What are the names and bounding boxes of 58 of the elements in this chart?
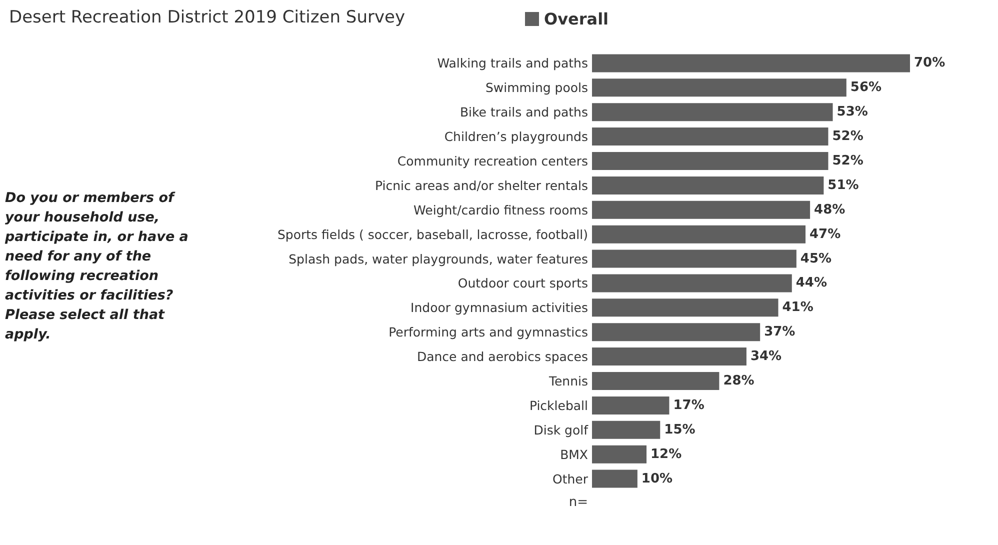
y-tick-label: Dance and aerobics spaces [416,349,588,364]
data-label: 56% [850,80,882,96]
y-tick-label: Performing arts and gymnastics [388,324,588,340]
data-label: 12% [650,446,682,462]
y-tick-label: Other [552,471,589,486]
bar [592,128,828,146]
bar [592,274,792,292]
bar [592,54,910,72]
y-tick-label: BMX [560,446,588,462]
bar [592,372,720,390]
bar [592,152,828,170]
bar [592,176,824,194]
bar [592,250,796,268]
bar [592,78,846,97]
data-label: 45% [800,251,832,266]
data-label: 47% [810,226,841,242]
y-tick-label: Picnic areas and/or shelter rentals [374,178,588,193]
data-label: 51% [828,178,859,193]
data-label: 48% [814,202,846,218]
data-label: 10% [641,471,673,486]
data-label: 17% [673,398,704,413]
data-label: 15% [664,422,696,438]
data-label: 28% [723,374,754,388]
bar [592,396,670,414]
data-label: 52% [832,129,864,144]
y-tick-label: Tennis [548,374,588,388]
data-label: 70% [914,56,946,71]
y-tick-label: Splash pads, water playgrounds, water features [288,251,588,266]
y-tick-label: Swimming pools [485,80,588,96]
y-tick-label: Outdoor court sports [458,276,588,291]
y-tick-label: Children’s playgrounds [444,129,588,144]
data-label: 53% [836,104,868,120]
data-label: 37% [764,324,796,340]
y-tick-label: Community recreation centers [397,154,588,168]
text: n= [568,495,588,510]
bar [592,200,810,219]
bar [592,323,760,342]
bar [592,298,778,317]
data-label: 41% [782,300,814,316]
y-tick-label: Pickleball [529,398,588,413]
y-tick-label: Weight/cardio fitness rooms [414,202,588,218]
legend-label: Overall [544,10,609,28]
bar [592,420,660,439]
y-tick-label: Walking trails and paths [437,56,588,71]
data-label: 44% [796,276,828,291]
y-tick-label: Disk golf [534,422,589,438]
y-tick-label: Indoor gymnasium activities [410,300,588,316]
bar [592,348,746,366]
data-label: 34% [750,349,782,364]
text: Do you or members of your household use, participate in, or have a need for any of the following recreation activities or facilities? Please select all that apply. [4,190,194,342]
y-tick-label: Sports fields ( soccer, baseball, lacrosse, football) [277,226,588,242]
bar [592,103,833,122]
data-label: 52% [832,154,864,168]
bar [592,470,638,488]
bar [592,225,806,244]
bar [592,445,647,464]
y-tick-label: Bike trails and paths [460,104,588,120]
text: Desert Recreation District 2019 Citizen Survey [9,8,406,28]
